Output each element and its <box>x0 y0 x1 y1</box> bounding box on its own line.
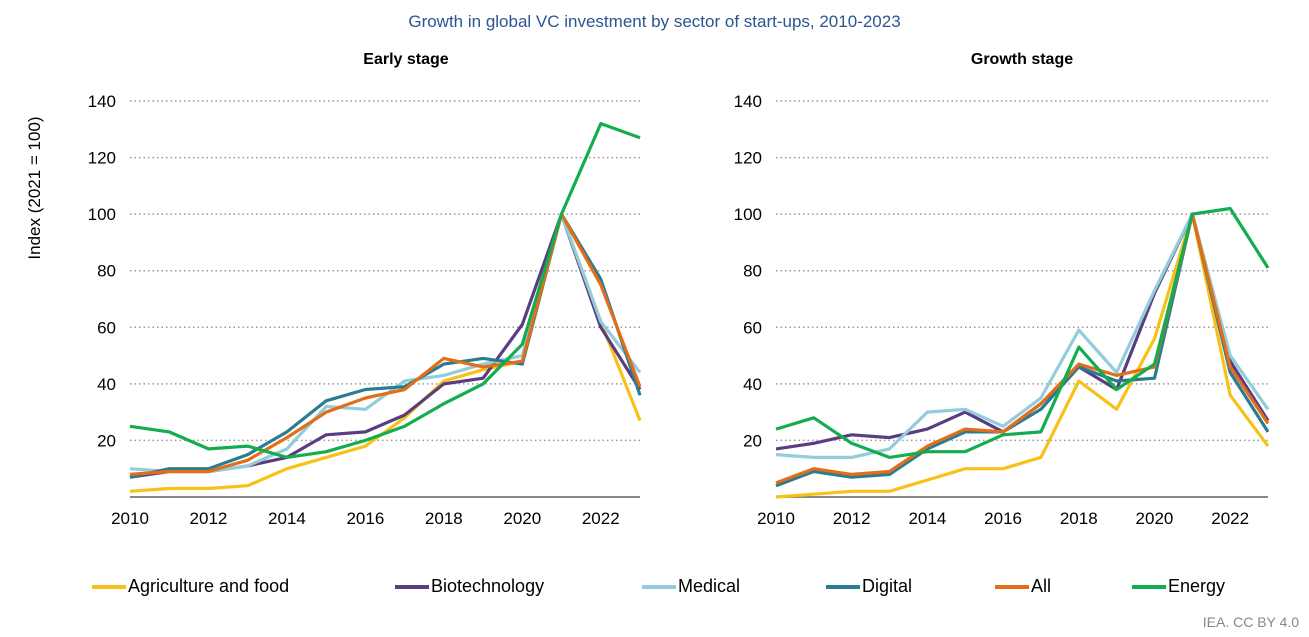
x-tick-label: 2012 <box>833 509 871 528</box>
x-tick-label: 2012 <box>190 509 228 528</box>
legend-swatch <box>995 584 1029 589</box>
legend-swatch <box>395 584 429 589</box>
y-tick-label: 100 <box>88 205 116 224</box>
y-tick-label: 80 <box>97 262 116 281</box>
series-line-medical <box>775 212 1270 459</box>
y-tick-label: 60 <box>97 318 116 337</box>
legend-item: All <box>995 576 1051 597</box>
legend-swatch <box>1132 584 1166 589</box>
legend-label: Agriculture and food <box>128 576 290 596</box>
series-line-agriculture-and-food <box>775 212 1270 499</box>
x-tick-label: 2010 <box>111 509 149 528</box>
y-tick-label: 120 <box>734 149 762 168</box>
series-line-energy <box>129 121 641 459</box>
legend-item: Biotechnology <box>395 576 544 597</box>
legend-swatch <box>92 584 126 589</box>
legend-label: Energy <box>1168 576 1226 596</box>
legend-item: Digital <box>826 576 912 597</box>
legend-item: Energy <box>1132 576 1225 597</box>
y-tick-label: 120 <box>88 149 116 168</box>
y-tick-label: 40 <box>743 375 762 394</box>
legend-item: Agriculture and food <box>92 576 289 597</box>
chart-title: Growth in global VC investment by sector… <box>408 12 901 31</box>
legend-label: Medical <box>678 576 741 596</box>
legend-label: Biotechnology <box>431 576 545 596</box>
x-tick-label: 2014 <box>268 509 306 528</box>
series-line-biotechnology <box>129 212 642 479</box>
x-tick-label: 2010 <box>757 509 795 528</box>
y-tick-label: 100 <box>734 205 762 224</box>
y-tick-label: 60 <box>743 318 762 337</box>
series-line-energy <box>775 206 1270 459</box>
x-tick-label: 2020 <box>503 509 541 528</box>
panel-title-growth: Growth stage <box>970 51 1074 68</box>
legend-swatch <box>826 584 860 589</box>
y-tick-label: 40 <box>97 375 116 394</box>
x-tick-label: 2022 <box>582 509 620 528</box>
y-tick-label: 20 <box>743 431 762 450</box>
credit: IEA. CC BY 4.0 <box>1202 614 1299 630</box>
x-tick-label: 2016 <box>984 509 1022 528</box>
legend-label: Digital <box>862 576 913 596</box>
x-tick-label: 2018 <box>1060 509 1098 528</box>
legend: Agriculture and food Biotechnology Medical… <box>0 576 1309 600</box>
legend-item: Medical <box>642 576 740 597</box>
x-tick-label: 2018 <box>425 509 463 528</box>
panel-title-early: Early stage <box>363 51 449 68</box>
y-tick-label: 140 <box>734 92 762 111</box>
x-tick-label: 2020 <box>1136 509 1174 528</box>
y-tick-label: 140 <box>88 92 116 111</box>
legend-label: All <box>1031 576 1052 596</box>
y-tick-label: 20 <box>97 431 116 450</box>
series-line-digital <box>775 212 1270 488</box>
x-tick-label: 2022 <box>1211 509 1249 528</box>
legend-swatch <box>642 584 676 589</box>
x-tick-label: 2014 <box>908 509 946 528</box>
series-line-digital <box>129 212 642 479</box>
y-tick-label: 80 <box>743 262 762 281</box>
x-tick-label: 2016 <box>346 509 384 528</box>
series-line-all <box>129 212 642 476</box>
